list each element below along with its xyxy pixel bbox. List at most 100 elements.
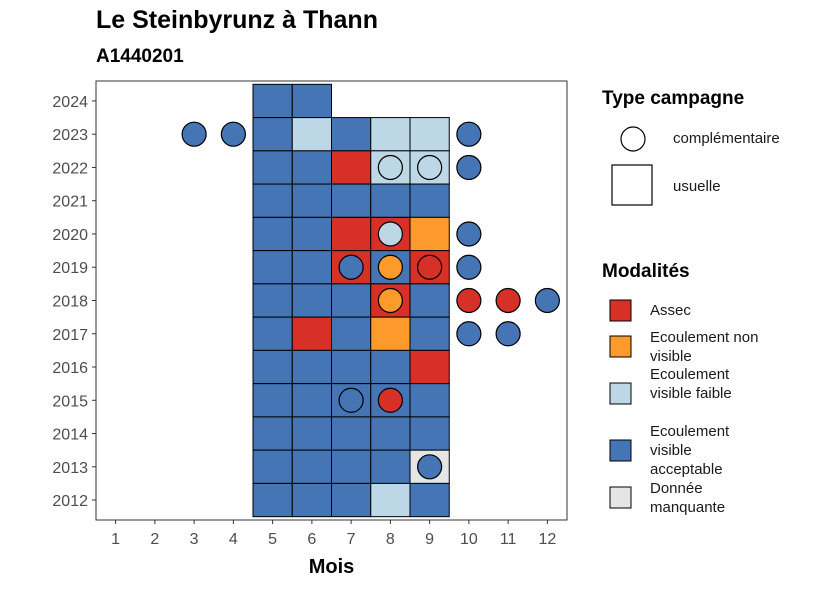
cell-2018-9 <box>409 283 450 318</box>
legend-fill-title: Modalités <box>602 261 690 282</box>
y-axis-ticks: 2012 2013 2014 2015 2016 2017 2018 2019 2020 2021… <box>52 94 96 510</box>
point-2019-10 <box>456 254 482 280</box>
cell-2014-6 <box>291 416 332 451</box>
x-tick-label: 12 <box>538 531 556 548</box>
point-2022-8 <box>377 154 403 181</box>
cell-2014-5 <box>252 416 293 451</box>
cell-2020-7 <box>331 216 372 252</box>
point-2018-12 <box>534 287 560 314</box>
x-tick-label: 6 <box>307 531 316 548</box>
x-axis-ticks: 1 2 3 4 5 6 7 8 9 10 11 12 <box>111 520 556 548</box>
point-2023-4 <box>220 121 246 147</box>
point-2015-8 <box>377 387 403 413</box>
cell-2012-7 <box>331 482 372 518</box>
legend-circle-key <box>619 125 647 158</box>
point-2018-11 <box>495 287 521 314</box>
legend-shape-label-usuelle: usuelle <box>673 178 721 195</box>
chart-title: Le Steinbyrunz à Thann <box>96 6 378 34</box>
x-axis-title: Mois <box>309 556 355 578</box>
legend-swatch-visible-acceptable <box>609 439 633 468</box>
cell-2023-7 <box>331 117 372 152</box>
cell-2016-6 <box>291 349 332 385</box>
cell-2015-5 <box>252 383 293 418</box>
y-tick-label: 2015 <box>52 393 88 410</box>
x-tick-label: 10 <box>460 531 478 548</box>
legend-swatch-non-visible <box>609 335 633 364</box>
cell-2012-9 <box>409 482 450 518</box>
x-tick-label: 5 <box>268 531 277 548</box>
cell-2012-6 <box>291 482 332 518</box>
y-tick-label: 2019 <box>52 260 88 277</box>
point-2020-10 <box>456 221 482 247</box>
cell-2022-5 <box>252 150 293 185</box>
point-2018-8 <box>377 287 403 314</box>
point-2022-10 <box>456 154 482 181</box>
legend-swatch-donnee-manquante <box>609 486 633 515</box>
legend-shape-label-complementaire: complémentaire <box>673 130 780 147</box>
cell-2016-5 <box>252 349 293 385</box>
x-tick-label: 2 <box>150 531 159 548</box>
legend-label-visible-faible: Ecoulement visible faible <box>650 366 732 402</box>
cell-2018-5 <box>252 283 293 318</box>
point-2023-10 <box>456 121 482 147</box>
x-tick-label: 8 <box>386 531 395 548</box>
y-tick-label: 2013 <box>52 460 88 477</box>
point-2018-10 <box>456 287 482 314</box>
cell-2016-7 <box>331 349 372 385</box>
cell-2017-7 <box>331 316 372 351</box>
point-2019-8 <box>377 254 403 280</box>
cell-2021-5 <box>252 183 293 218</box>
y-tick-label: 2024 <box>52 94 88 111</box>
cell-2019-5 <box>252 250 293 285</box>
cell-2021-7 <box>331 183 372 218</box>
cell-2013-6 <box>291 449 332 484</box>
point-2013-9 <box>417 454 443 480</box>
x-tick-label: 3 <box>190 531 199 548</box>
cell-2020-6 <box>291 216 332 252</box>
legend-swatch-assec <box>609 299 633 328</box>
y-tick-label: 2020 <box>52 227 88 244</box>
y-tick-label: 2017 <box>52 327 88 344</box>
cell-2019-6 <box>291 250 332 285</box>
point-2017-10 <box>456 321 482 347</box>
y-tick-label: 2018 <box>52 294 88 311</box>
legend-label-donnee-manquante: Donnée manquante <box>650 480 726 516</box>
y-tick-label: 2016 <box>52 360 88 377</box>
cell-2017-5 <box>252 316 293 351</box>
legend-swatch-visible-faible <box>609 382 633 411</box>
cell-2024-6 <box>291 83 332 119</box>
legend-square-key <box>611 164 655 213</box>
legend-label-visible-acceptable: Ecoulement visible acceptable <box>650 423 730 478</box>
cell-2021-9 <box>409 183 450 218</box>
chart-subtitle: A1440201 <box>96 46 184 67</box>
cell-2017-6 <box>291 316 332 351</box>
x-tick-label: 9 <box>425 531 434 548</box>
cell-2023-8 <box>370 117 411 152</box>
cell-2015-9 <box>409 383 450 418</box>
usuelle-cells <box>252 83 450 518</box>
cell-2013-7 <box>331 449 372 484</box>
cell-2023-5 <box>252 117 293 152</box>
point-2022-9 <box>417 154 443 181</box>
point-2019-7 <box>338 254 364 280</box>
cell-2014-7 <box>331 416 372 451</box>
cell-2018-6 <box>291 283 332 318</box>
cell-2017-8 <box>370 316 411 351</box>
cell-2014-8 <box>370 416 411 451</box>
cell-2023-9 <box>409 117 450 152</box>
cell-2013-5 <box>252 449 293 484</box>
point-2017-11 <box>495 321 521 347</box>
x-tick-label: 4 <box>229 531 238 548</box>
legend-label-assec: Assec <box>650 302 691 319</box>
cell-2016-9 <box>409 349 450 385</box>
point-2015-7 <box>338 387 364 413</box>
y-tick-label: 2022 <box>52 160 88 177</box>
x-tick-label: 11 <box>500 531 517 548</box>
y-tick-label: 2012 <box>52 493 88 510</box>
cell-2020-5 <box>252 216 293 252</box>
y-tick-label: 2021 <box>52 194 88 211</box>
cell-2023-6 <box>291 117 332 152</box>
cell-2024-5 <box>252 83 293 119</box>
cell-2021-6 <box>291 183 332 218</box>
